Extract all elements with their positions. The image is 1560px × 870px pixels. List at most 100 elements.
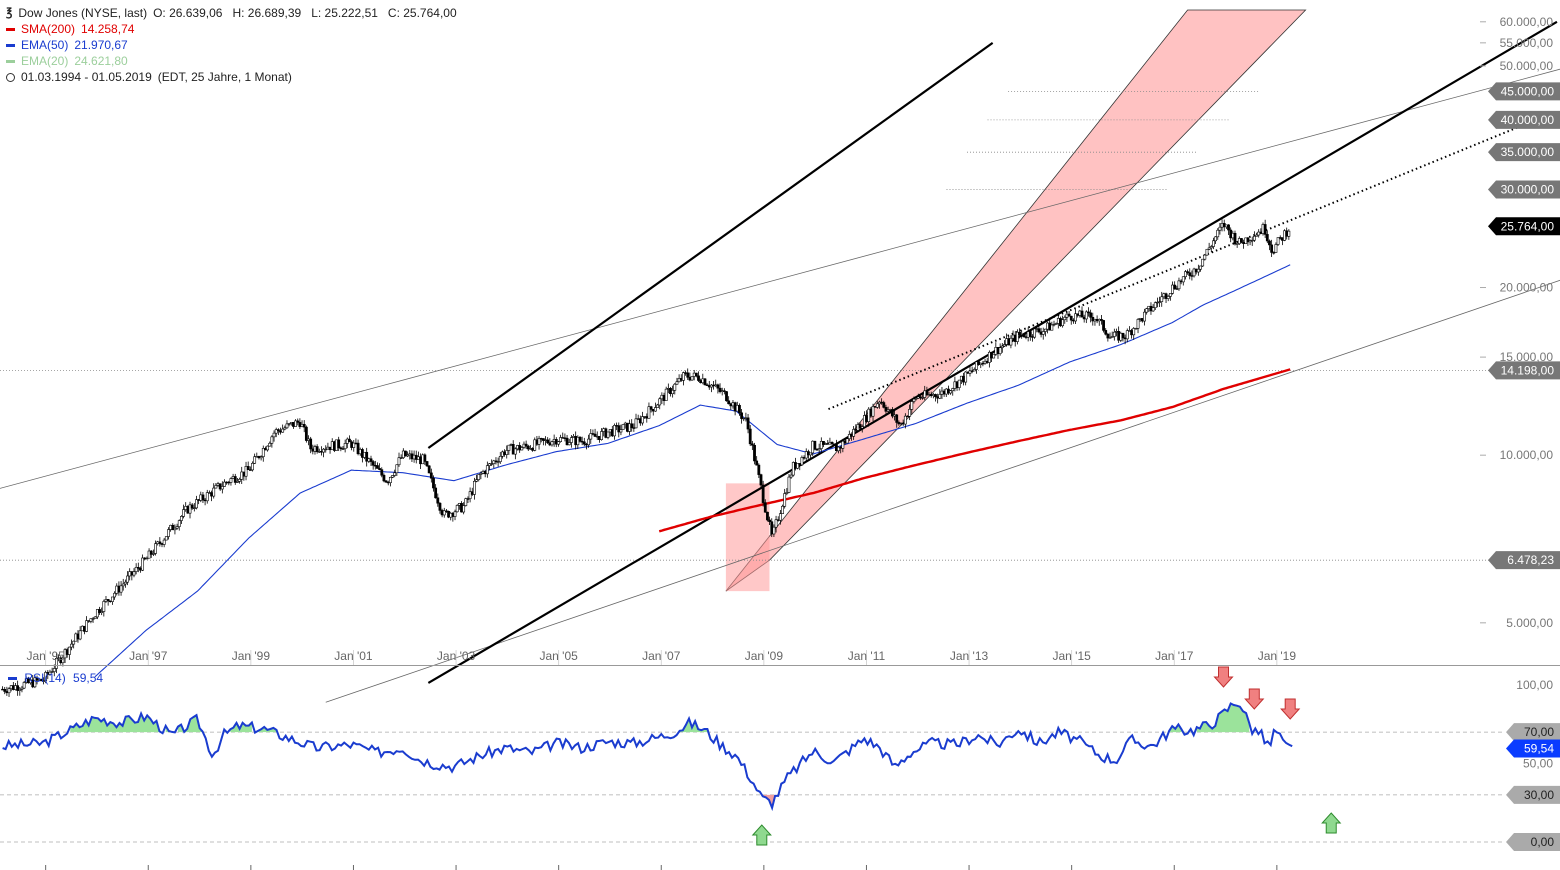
candle — [949, 389, 952, 395]
candle — [123, 579, 127, 588]
candle-body — [658, 398, 662, 406]
candle — [425, 460, 429, 467]
down-arrow-icon — [1213, 666, 1234, 688]
ema20-label: EMA(20) — [21, 54, 69, 68]
candle — [891, 407, 894, 419]
candle-body — [1074, 313, 1077, 322]
candle-body — [921, 397, 924, 399]
candle — [1000, 342, 1004, 353]
candle — [55, 653, 58, 674]
candle — [1069, 315, 1073, 325]
candle-body — [466, 498, 470, 500]
candle-body — [16, 685, 20, 691]
legend-ema20[interactable]: EMA(20) 24.621,80 — [6, 53, 457, 69]
candle — [33, 675, 37, 689]
candle-body — [671, 389, 675, 395]
candle-body — [755, 460, 759, 466]
candle-body — [149, 550, 153, 555]
up-arrow-icon — [751, 824, 772, 846]
candle-body — [1018, 331, 1021, 336]
candle — [727, 396, 731, 405]
candle — [44, 670, 48, 684]
candle — [1203, 253, 1207, 261]
candle-body — [259, 456, 263, 459]
candle — [912, 396, 916, 404]
candle-body — [1181, 276, 1185, 283]
candle — [7, 687, 11, 697]
candle — [42, 677, 45, 685]
candle-body — [858, 424, 862, 429]
candle — [1287, 229, 1291, 240]
candle-body — [934, 394, 937, 398]
candle — [1171, 281, 1174, 295]
price-badge[interactable]: 30.000,00 — [1488, 180, 1560, 199]
candle-body — [365, 451, 369, 462]
candle — [302, 420, 306, 433]
price-badge[interactable]: 40.000,00 — [1488, 110, 1560, 129]
rsi-tick-label: 100,00 — [1516, 678, 1553, 692]
candle — [1263, 219, 1267, 238]
candle — [796, 463, 800, 470]
candle — [492, 459, 496, 469]
candle — [1268, 239, 1271, 251]
candle — [1125, 328, 1129, 343]
legend-sma200[interactable]: SMA(200) 14.258,74 — [6, 21, 457, 37]
time-tick-label: Jan '01 — [334, 649, 373, 663]
candle — [475, 474, 478, 483]
candle — [464, 497, 468, 507]
price-badge-label: 40.000,00 — [1501, 113, 1555, 127]
price-badge[interactable]: 6.478,23 — [1488, 551, 1560, 570]
candle-body — [589, 433, 593, 440]
candle — [998, 343, 1002, 356]
candle — [641, 411, 644, 426]
candle-body — [52, 668, 56, 672]
candle — [1134, 327, 1138, 330]
candle-body — [1089, 312, 1093, 318]
legend-ema50[interactable]: EMA(50) 21.970,67 — [6, 37, 457, 53]
candle — [817, 443, 821, 455]
candle — [233, 473, 237, 485]
candle-body — [1084, 311, 1088, 320]
candle-body — [498, 456, 502, 462]
price-tick-label: 50.000,00 — [1500, 59, 1554, 73]
candle — [438, 502, 442, 514]
candle-body — [884, 407, 888, 412]
candle — [718, 383, 722, 394]
price-badge[interactable]: 14.198,00 — [1488, 361, 1560, 380]
rsi-legend[interactable]: RSI(14) 59,54 — [8, 671, 103, 685]
candle — [673, 382, 677, 395]
price-badge[interactable]: 35.000,00 — [1488, 143, 1560, 162]
candle — [1184, 270, 1187, 280]
price-badge-shape — [1488, 110, 1560, 129]
candle — [837, 446, 840, 454]
candle — [1214, 236, 1218, 244]
candle — [1143, 308, 1146, 326]
candle-body — [490, 463, 494, 465]
candle — [938, 389, 942, 400]
candle — [1158, 296, 1161, 307]
candle-body — [285, 423, 289, 429]
candle-body — [171, 524, 175, 531]
price-badge[interactable]: 25.764,00 — [1488, 217, 1560, 236]
candle — [658, 397, 662, 410]
candle — [304, 425, 308, 443]
candle — [391, 475, 394, 479]
candle-body — [1125, 330, 1129, 340]
rsi-overbought-zone — [1196, 703, 1250, 733]
up-arrow-icon — [1321, 812, 1342, 834]
candle-body — [384, 480, 388, 483]
candle — [173, 524, 177, 535]
candle — [1110, 331, 1114, 338]
price-badge[interactable]: 45.000,00 — [1488, 82, 1560, 101]
sma200-value: 14.258,74 — [81, 22, 135, 36]
candle-body — [324, 448, 328, 451]
candle-body — [1143, 311, 1146, 322]
candle — [809, 452, 812, 460]
candle-body — [789, 474, 793, 478]
candle — [498, 451, 502, 464]
candle — [468, 487, 472, 503]
candle — [380, 467, 384, 478]
candle — [1177, 277, 1181, 291]
candle — [951, 387, 955, 396]
